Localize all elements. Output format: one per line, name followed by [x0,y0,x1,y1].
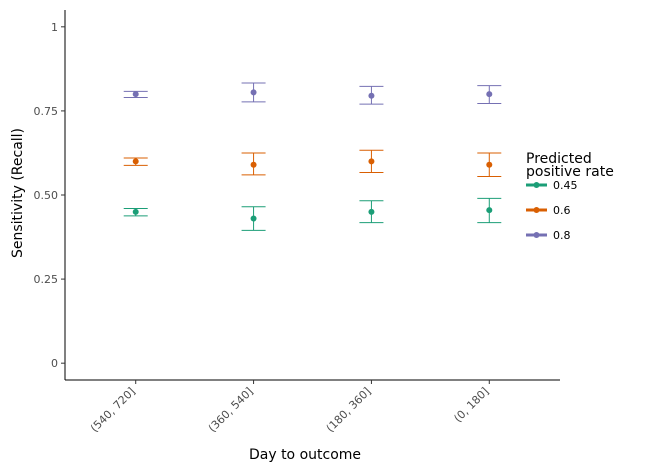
legend-item-0.45: 0.45 [526,179,578,192]
y-tick-label: 0.25 [34,273,59,286]
x-tick-label: (360, 540] [206,385,256,435]
data-point [368,92,375,99]
series-layer [123,82,502,231]
data-point [132,208,139,215]
series-0.6 [123,149,502,177]
legend-label: 0.45 [553,179,578,192]
y-ticks: 0 0.25 0.50 0.75 1 [34,21,65,370]
legend-title: Predicted positive rate [526,151,614,180]
plot-area: 0 0.25 0.50 0.75 1 (540, 720] (360, 540] (180,… [34,10,560,435]
x-tick-label: (540, 720] [88,385,138,435]
y-tick-label: 1 [51,21,58,34]
x-tick-label: (180, 360] [324,385,374,435]
y-axis-title: Sensitivity (Recall) [10,128,26,258]
data-point [250,161,257,168]
y-tick-label: 0.75 [34,105,59,118]
data-point [486,207,493,214]
legend: Predicted positive rate 0.45 0.6 0.8 [526,151,614,242]
legend-title-line-2: positive rate [526,164,614,180]
y-tick-label: 0 [51,357,58,370]
legend-label: 0.6 [553,204,571,217]
series-0.45 [123,197,502,231]
data-point [368,158,375,165]
legend-swatch-point [533,207,540,213]
data-point [132,158,139,165]
legend-swatch-point [533,182,540,188]
x-axis-title: Day to outcome [249,447,361,463]
legend-items: 0.45 0.6 0.8 [526,179,578,242]
legend-item-0.8: 0.8 [526,229,571,242]
data-point [132,91,139,98]
legend-swatch-point [533,232,540,238]
x-ticks: (540, 720] (360, 540] (180, 360] (0, 180] [88,380,491,435]
data-point [368,208,375,215]
data-point [250,89,257,96]
legend-label: 0.8 [553,229,571,242]
legend-title-line-1: Predicted [526,151,592,167]
data-point [250,215,257,222]
legend-item-0.6: 0.6 [526,204,571,217]
data-point [486,161,493,168]
y-tick-label: 0.50 [34,189,59,202]
data-point [486,91,493,98]
series-0.8 [123,82,502,105]
x-tick-label: (0, 180] [451,385,491,425]
